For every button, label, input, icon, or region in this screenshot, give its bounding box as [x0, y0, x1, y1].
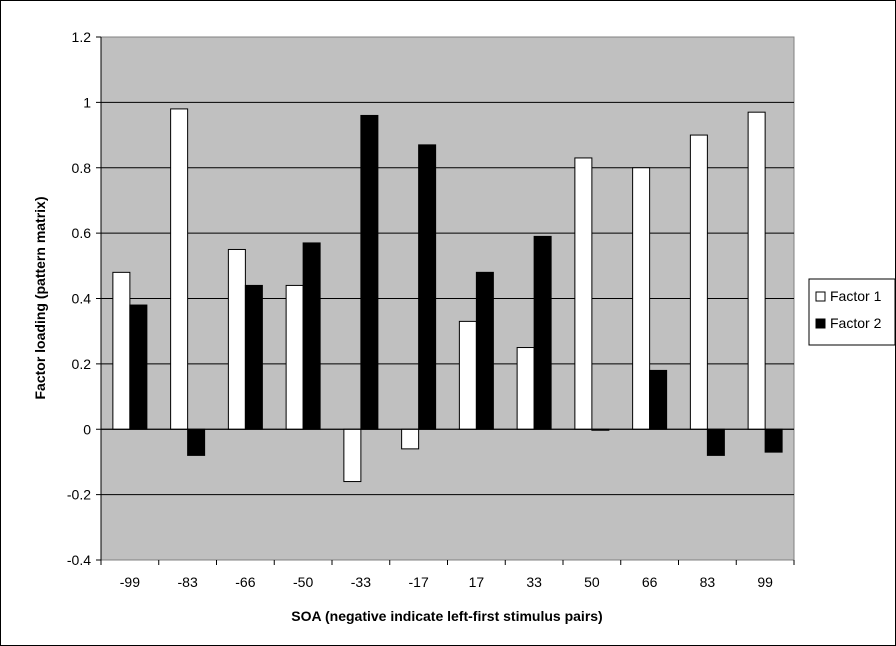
y-tick-label: 1 — [83, 94, 91, 110]
legend-box — [808, 278, 895, 346]
y-axis-title: Factor loading (pattern matrix) — [32, 196, 48, 399]
bars — [112, 108, 783, 483]
y-tick-label: -0.2 — [67, 487, 91, 503]
y-tick-label: 0 — [83, 421, 91, 437]
bar-factor-1 — [632, 167, 651, 430]
bar-factor-1 — [747, 111, 766, 430]
legend: Factor 1 Factor 2 — [808, 278, 895, 346]
legend-swatch-factor-1 — [815, 291, 826, 302]
bar-factor-2 — [187, 428, 206, 456]
x-tick-label: -50 — [293, 574, 313, 590]
bar-factor-2 — [706, 428, 725, 456]
bar-factor-2 — [418, 144, 437, 430]
x-tick-label: 66 — [642, 574, 658, 590]
x-axis-title: SOA (negative indicate left-first stimul… — [291, 608, 602, 624]
x-tick-label: 83 — [700, 574, 716, 590]
y-tick-label: -0.4 — [67, 552, 91, 568]
bar-factor-1 — [170, 108, 189, 430]
x-tick-label: 50 — [584, 574, 600, 590]
x-tick-label: -17 — [409, 574, 429, 590]
bar-factor-1 — [112, 271, 131, 430]
bar-factor-2 — [360, 114, 379, 430]
y-tick-label: 0.2 — [72, 356, 92, 372]
x-tick-label: -33 — [351, 574, 371, 590]
y-tick-label: 0.8 — [72, 160, 92, 176]
bar-factor-1 — [458, 320, 477, 430]
bar-factor-1 — [285, 284, 304, 430]
bar-factor-1 — [343, 428, 362, 483]
x-tick-label: -83 — [178, 574, 198, 590]
legend-label-factor-2: Factor 2 — [830, 315, 882, 331]
axes — [96, 36, 795, 565]
bar-factor-2 — [649, 369, 668, 430]
x-tick-label: -66 — [235, 574, 255, 590]
y-tick-label: 1.2 — [72, 29, 92, 45]
x-tick-label: 17 — [469, 574, 485, 590]
bar-factor-1 — [227, 248, 246, 430]
bar-factor-1 — [574, 157, 593, 430]
bar-factor-1 — [516, 347, 535, 430]
x-tick-label: 33 — [526, 574, 542, 590]
bar-factor-2 — [533, 235, 552, 430]
legend-swatch-factor-2 — [815, 318, 826, 329]
bar-factor-2 — [764, 428, 783, 453]
bar-factor-2 — [244, 284, 263, 430]
x-tick-labels: -99 -83 -66 -50 -33 -17 17 33 50 66 83 99 — [120, 574, 773, 590]
y-tick-labels: -0.4 -0.2 0 0.2 0.4 0.6 0.8 1 1.2 — [67, 29, 91, 568]
bar-factor-2 — [302, 242, 321, 430]
bar-factor-2 — [475, 271, 494, 430]
x-tick-label: 99 — [757, 574, 773, 590]
x-tick-label: -99 — [120, 574, 140, 590]
bar-factor-1 — [689, 134, 708, 430]
bar-factor-1 — [401, 428, 420, 450]
y-tick-label: 0.4 — [72, 291, 92, 307]
bar-factor-2 — [129, 304, 148, 430]
y-tick-label: 0.6 — [72, 225, 92, 241]
legend-label-factor-1: Factor 1 — [830, 288, 882, 304]
